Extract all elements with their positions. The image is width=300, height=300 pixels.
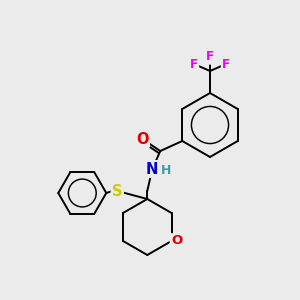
Text: S: S — [112, 184, 122, 199]
Text: H: H — [161, 164, 172, 178]
Text: F: F — [222, 58, 230, 70]
Text: O: O — [136, 131, 148, 146]
Text: F: F — [206, 50, 214, 64]
Text: O: O — [171, 235, 182, 248]
Text: F: F — [190, 58, 198, 70]
Text: N: N — [146, 161, 158, 176]
